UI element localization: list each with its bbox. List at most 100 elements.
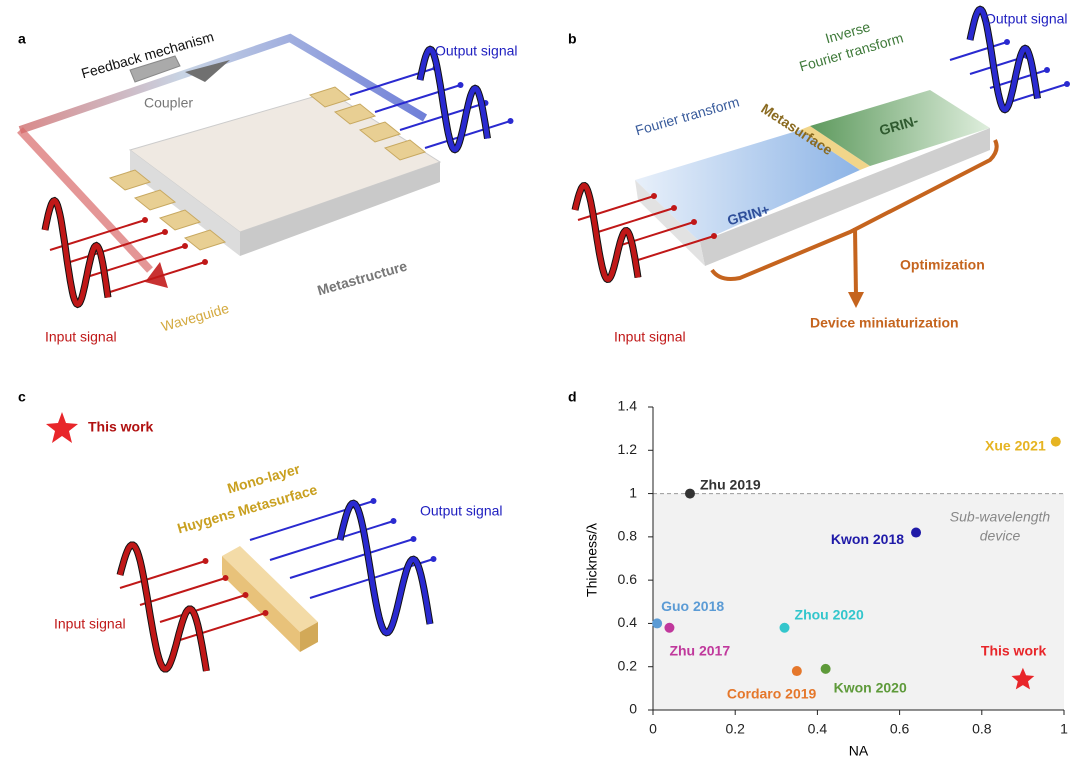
- panel-label: a: [18, 31, 26, 47]
- point-label: Guo 2018: [661, 598, 724, 614]
- panel-label: b: [568, 31, 577, 47]
- signal-wave: [572, 183, 641, 282]
- point: [652, 618, 663, 629]
- point: [1011, 667, 1035, 690]
- waveguide: [333, 103, 377, 125]
- ray: [597, 207, 675, 233]
- y-tick-label: 0.6: [618, 571, 638, 587]
- arrow-head: [185, 60, 230, 82]
- point-label: Xue 2021: [985, 437, 1046, 453]
- huygens-top: [222, 546, 318, 632]
- ray-head: [410, 536, 417, 542]
- metastructure-top: [128, 91, 442, 233]
- annotation: Sub-wavelength: [950, 508, 1051, 524]
- output-label: Output signal: [985, 11, 1068, 27]
- device-side: [700, 128, 990, 266]
- ray-head: [430, 556, 437, 562]
- x-tick-label: 0.4: [808, 721, 828, 737]
- annotation: device: [980, 527, 1021, 543]
- ray-head: [671, 205, 677, 211]
- input-label: Input signal: [45, 329, 117, 345]
- legend-star: [46, 412, 78, 443]
- ray-head: [651, 193, 657, 199]
- point-label: Zhou 2020: [795, 606, 864, 622]
- ray-head: [182, 243, 188, 249]
- point-label: This work: [981, 642, 1047, 658]
- ray-head: [202, 558, 209, 564]
- point-label: Kwon 2018: [831, 531, 904, 547]
- metastructure-side: [240, 162, 440, 256]
- illustrations: [17, 5, 1070, 673]
- subwavelength-region: [653, 493, 1064, 710]
- point: [684, 488, 695, 499]
- waveguide: [108, 169, 152, 191]
- ray-head: [370, 498, 377, 504]
- x-tick-label: 0.2: [725, 721, 745, 737]
- coupler-label: Coupler: [144, 95, 193, 111]
- waveguide-label: Waveguide: [159, 300, 230, 335]
- x-tick-label: 0.8: [972, 721, 992, 737]
- output-label: Output signal: [420, 503, 503, 519]
- ray-head: [507, 118, 514, 124]
- y-axis-label: Thickness/λ: [584, 523, 600, 597]
- point: [791, 666, 802, 677]
- ray-head: [1044, 67, 1050, 73]
- x-tick-label: 0: [649, 721, 657, 737]
- ray: [119, 560, 206, 589]
- ray: [424, 120, 511, 149]
- metastructure-label: Metastructure: [315, 257, 409, 298]
- miniaturization-arrow: [853, 227, 858, 297]
- coupler: [129, 55, 181, 83]
- point: [911, 527, 922, 538]
- signal-wave: [117, 542, 209, 672]
- point-label: Cordaro 2019: [727, 686, 817, 702]
- ray-head: [691, 219, 697, 225]
- scatter-chart: Sub-wavelength device 0 0.2 0.4 0.6 0.8 1 1.2 1.4…: [584, 398, 1068, 759]
- ray-head: [1064, 81, 1070, 87]
- output-label: Output signal: [435, 43, 518, 59]
- ray: [374, 84, 461, 113]
- signal-wave: [416, 45, 491, 154]
- x-tick-label: 1: [1060, 721, 1068, 737]
- y-tick-label: 1.2: [618, 441, 638, 457]
- x-tick-label: 0.6: [890, 721, 910, 737]
- signal-wave: [417, 46, 490, 153]
- ray-head: [162, 229, 168, 235]
- y-tick-label: 1.4: [618, 398, 638, 414]
- panel-label: d: [568, 389, 577, 405]
- ray: [269, 520, 394, 561]
- ray: [69, 231, 166, 263]
- feedback-arrow: [17, 127, 153, 273]
- feedback-loop: [18, 33, 428, 134]
- waveguide: [383, 139, 427, 161]
- ray-head: [262, 610, 269, 616]
- grin-minus: [810, 90, 990, 166]
- point: [1050, 436, 1061, 447]
- optimization-brace: [710, 139, 999, 281]
- panel-label: c: [18, 389, 26, 405]
- metasurface-layer: [800, 126, 870, 170]
- ray: [109, 261, 206, 293]
- ray: [139, 577, 226, 606]
- y-tick-label: 1: [629, 484, 637, 500]
- y-tick-label: 0.2: [618, 657, 638, 673]
- ray: [637, 235, 715, 261]
- arrow-head: [145, 262, 168, 288]
- ray-head: [222, 575, 229, 581]
- fourier-label: Fourier transform: [633, 93, 741, 138]
- ray-head: [1004, 39, 1010, 45]
- signal-wave: [42, 197, 111, 308]
- ray-head: [457, 82, 464, 88]
- x-axis-label: NA: [849, 743, 869, 759]
- point: [779, 622, 790, 633]
- y-tick-label: 0.8: [618, 528, 638, 544]
- arrow-head: [848, 292, 864, 308]
- metastructure-front: [130, 150, 240, 256]
- input-label: Input signal: [614, 329, 686, 345]
- point-label: Kwon 2020: [834, 680, 907, 696]
- signal-wave: [337, 500, 433, 636]
- grin-plus: [635, 130, 860, 242]
- input-label: Input signal: [54, 616, 126, 632]
- ray-head: [390, 518, 397, 524]
